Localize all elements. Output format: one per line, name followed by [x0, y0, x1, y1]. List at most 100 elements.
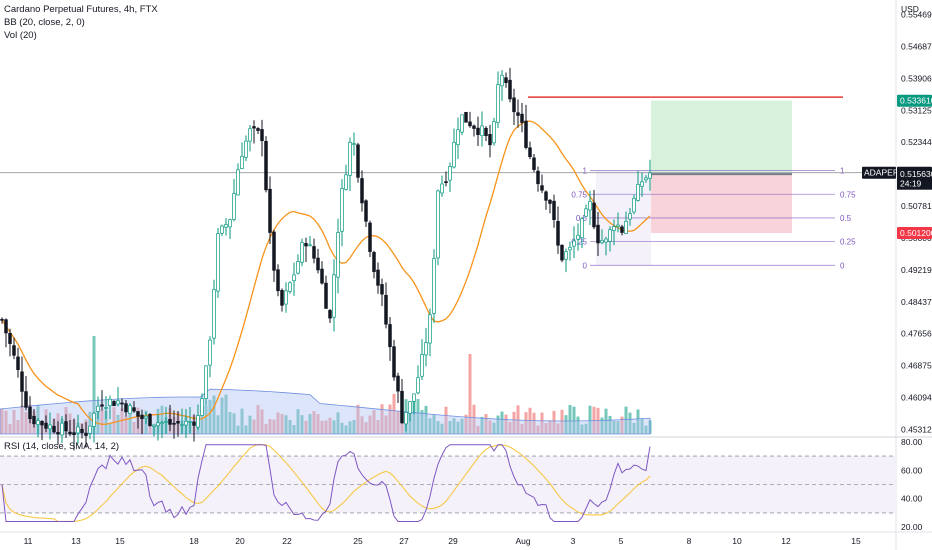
candle-body [216, 233, 220, 292]
volume-bar [380, 404, 384, 434]
candle-body [136, 411, 140, 417]
candle-body [548, 199, 552, 204]
volume-bar [580, 424, 584, 434]
volume-bar [248, 415, 252, 434]
volume-bar [456, 421, 460, 434]
volume-bar [388, 404, 392, 434]
time-tick-label: 25 [353, 536, 363, 546]
candle-body [16, 356, 20, 370]
candle-body [0, 318, 4, 321]
candle-body [444, 181, 448, 183]
candle-body [440, 183, 444, 194]
candle-body [152, 424, 156, 427]
volume-bar [224, 394, 228, 434]
candle-body [604, 238, 608, 243]
volume-bar [244, 425, 248, 434]
bollinger-basis-line [1, 120, 651, 425]
stop-price-tag [897, 227, 932, 240]
chart-title[interactable]: Cardano Perpetual Futures, 4h, FTX [4, 4, 158, 15]
rsi-indicator-label[interactable]: RSI (14, close, SMA, 14, 2) [4, 441, 120, 452]
symbol-tag-label: ADAPERP [864, 168, 905, 178]
candle-body [164, 421, 168, 424]
candle-body [244, 140, 248, 158]
volume-bar [288, 419, 292, 434]
candle-body [544, 191, 548, 201]
candle-body [624, 220, 628, 234]
volume-bar [108, 423, 112, 434]
volume-bar [564, 415, 568, 434]
candle-body [404, 412, 408, 425]
volume-bar [444, 406, 448, 434]
rsi-tick-label: 80.00 [901, 437, 923, 447]
volume-bar [472, 404, 476, 434]
candle-body [156, 422, 160, 427]
candle-body [128, 405, 132, 415]
time-tick-label: 5 [619, 536, 624, 546]
volume-bar [488, 420, 492, 434]
candle-body [284, 290, 288, 305]
candle-body [536, 170, 540, 185]
candle-body [12, 345, 16, 356]
volume-bar [304, 420, 308, 434]
volume-bar [132, 421, 136, 434]
candle-body [84, 432, 88, 436]
candle-body [88, 425, 92, 434]
volume-bar [556, 423, 560, 434]
candle-body [420, 354, 424, 377]
fib-label-left: 0.25 [571, 238, 587, 247]
candle-body [608, 229, 612, 242]
candle-body [388, 324, 392, 348]
candle-body [52, 425, 56, 433]
rsi-tick-label: 40.00 [901, 494, 923, 504]
candle-body [556, 220, 560, 246]
bb-indicator-label[interactable]: BB (20, close, 2, 0) [4, 17, 85, 28]
volume-bar [212, 395, 216, 434]
candle-body [592, 202, 596, 228]
candle-body [380, 284, 384, 295]
volume-bar [284, 415, 288, 434]
volume-bar [452, 418, 456, 434]
volume-bar [644, 425, 648, 434]
volume-bar [4, 410, 8, 434]
volume-bar [396, 411, 400, 434]
volume-bar [424, 405, 428, 434]
candle-body [288, 282, 292, 292]
candle-body [516, 112, 520, 116]
candle-body [456, 129, 460, 146]
volume-bar [88, 411, 92, 434]
candle-body [596, 224, 600, 244]
volume-bar [208, 399, 212, 434]
candle-body [256, 128, 260, 131]
time-tick-label: 29 [448, 536, 458, 546]
volume-bar [328, 417, 332, 434]
candle-body [636, 184, 640, 201]
volume-bar [604, 408, 608, 434]
candle-body [348, 141, 352, 176]
volume-bar [480, 416, 484, 434]
candle-body [296, 261, 300, 274]
candle-body [648, 172, 652, 179]
candle-body [180, 424, 184, 426]
candle-body [260, 129, 264, 141]
fib-label-right: 0 [840, 261, 845, 270]
candle-body [100, 404, 104, 407]
time-tick-label: 12 [781, 536, 791, 546]
candle-body [104, 407, 108, 409]
candle-body [228, 219, 232, 228]
time-tick-label: 20 [235, 536, 245, 546]
time-tick-label: 18 [189, 536, 199, 546]
candle-body [32, 415, 36, 425]
candle-body [56, 432, 60, 435]
candle-body [584, 208, 588, 217]
volume-bar [376, 419, 380, 434]
fib-label-right: 0.5 [840, 214, 852, 223]
volume-indicator-label[interactable]: Vol (20) [4, 30, 37, 41]
volume-bar [100, 409, 104, 434]
volume-bar [232, 413, 236, 434]
volume-bar [500, 411, 504, 434]
volume-bar [436, 421, 440, 434]
candle-body [120, 402, 124, 405]
